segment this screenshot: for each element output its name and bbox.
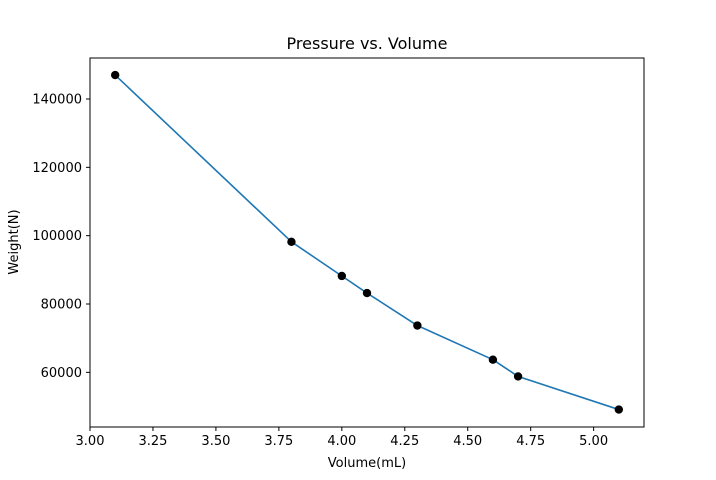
data-point <box>337 271 347 281</box>
data-point <box>110 70 120 80</box>
x-tick-label: 5.00 <box>579 434 608 449</box>
x-tick-label: 3.50 <box>201 434 230 449</box>
data-point <box>614 405 624 414</box>
y-tick-label: 120000 <box>32 161 82 176</box>
data-point <box>362 288 372 298</box>
y-tick-label: 100000 <box>32 229 82 244</box>
y-axis-ticks: 60000 80000 100000 120000 140000 <box>32 93 90 381</box>
x-tick-label: 3.75 <box>264 434 293 449</box>
series-line <box>114 74 620 411</box>
x-tick-label: 4.50 <box>453 434 482 449</box>
x-axis-ticks: 3.00 3.25 3.50 3.75 4.00 4.25 4.50 4.75 5.00 <box>76 427 608 449</box>
x-tick-label: 4.75 <box>516 434 545 449</box>
data-point <box>413 321 422 330</box>
data-point <box>488 355 498 364</box>
x-tick-label: 4.25 <box>390 434 419 449</box>
data-point <box>287 237 296 247</box>
y-tick-label: 80000 <box>41 298 82 313</box>
y-tick-label: 60000 <box>41 366 82 381</box>
x-axis-label: Volume(mL) <box>328 456 406 471</box>
x-tick-label: 4.00 <box>327 434 356 449</box>
y-tick-label: 140000 <box>32 93 82 108</box>
data-point <box>513 372 523 381</box>
series-layer <box>110 70 624 414</box>
plot-frame <box>89 57 645 428</box>
x-tick-label: 3.00 <box>76 434 105 449</box>
x-tick-label: 3.25 <box>138 434 167 449</box>
chart-title: Pressure vs. Volume <box>287 34 448 53</box>
y-axis-label: Weight(N) <box>7 209 22 274</box>
